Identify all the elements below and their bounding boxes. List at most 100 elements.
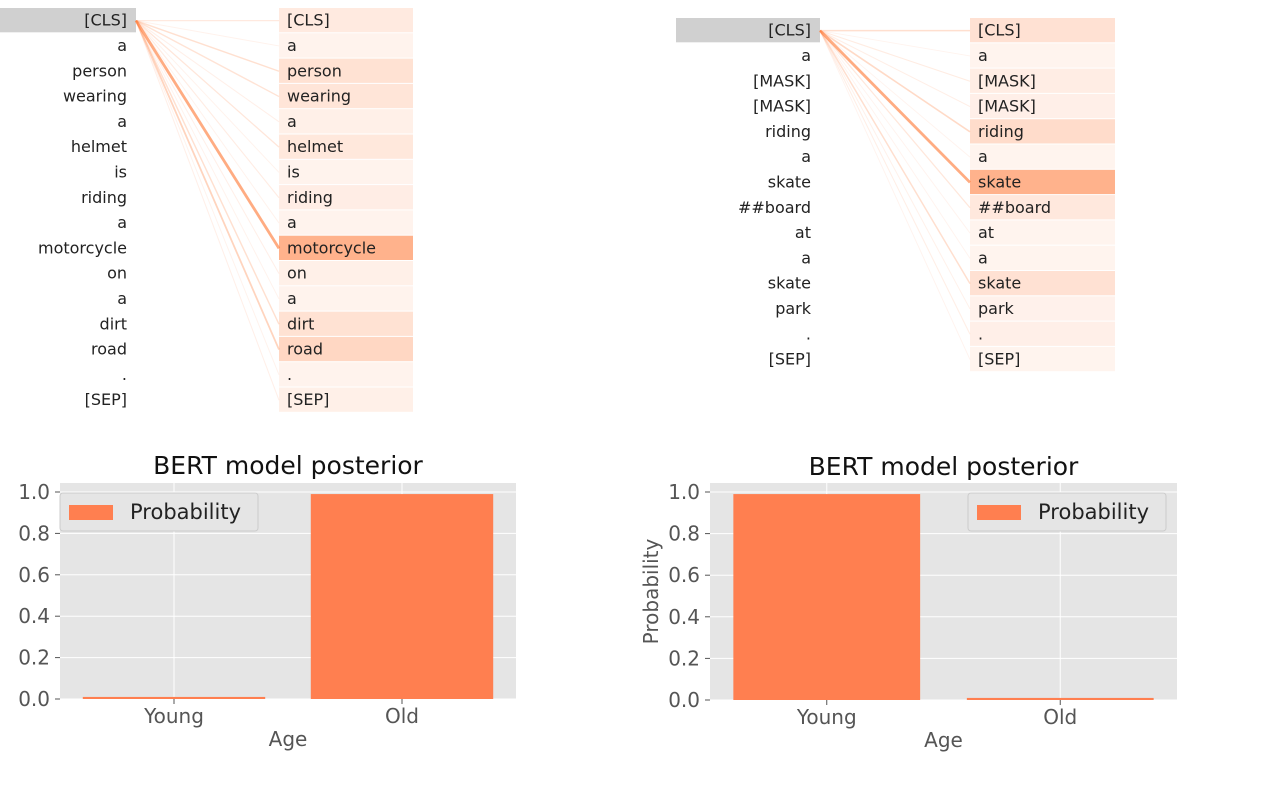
attention-target-box <box>970 271 1115 296</box>
attention-line <box>819 30 971 57</box>
attention-target-box <box>970 68 1115 93</box>
attention-target-box <box>279 311 413 336</box>
attention-target-box <box>279 387 413 412</box>
target-token: [CLS] <box>287 11 330 30</box>
target-token: person <box>287 61 342 80</box>
posterior-chart-right: 0.0 0.2 0.4 0.6 0.8 1.0 Young Old BERT model pos… <box>639 452 1177 752</box>
attention-line <box>135 20 280 98</box>
attention-line <box>135 19 280 72</box>
target-token: is <box>287 162 300 181</box>
target-token: at <box>978 223 994 242</box>
target-token: on <box>287 264 307 283</box>
attention-line <box>135 20 280 148</box>
attention-line <box>135 20 280 47</box>
y-tick-label: 0.0 <box>668 688 700 712</box>
attention-target-box <box>279 336 413 362</box>
source-token: . <box>806 324 811 343</box>
attention-target-box <box>970 346 1115 372</box>
attention-line <box>819 30 971 82</box>
target-token: a <box>978 46 988 65</box>
y-tick-label: 0.6 <box>18 563 50 587</box>
attention-target-box <box>279 109 413 134</box>
source-token: riding <box>765 122 811 141</box>
attention-line <box>135 20 280 300</box>
source-token: [MASK] <box>753 97 811 116</box>
y-axis-label: Probability <box>639 538 663 644</box>
attention-line <box>135 20 280 274</box>
attention-target-box <box>279 83 413 109</box>
chart-title: BERT model posterior <box>809 452 1079 481</box>
attention-target-box <box>970 119 1115 144</box>
attention-target-box <box>970 296 1115 321</box>
legend-swatch <box>977 505 1021 520</box>
attention-line <box>819 30 971 234</box>
target-token: ##board <box>978 198 1051 217</box>
target-token: [MASK] <box>978 97 1036 116</box>
source-token: person <box>72 61 127 80</box>
attention-line <box>135 20 280 401</box>
attention-line <box>819 30 971 108</box>
attention-target-box <box>279 235 413 260</box>
target-token: . <box>978 324 983 343</box>
target-token: . <box>287 365 292 384</box>
target-token: [SEP] <box>287 390 329 409</box>
attention-target-box <box>279 33 413 58</box>
y-tick-label: 1.0 <box>18 480 50 504</box>
source-token: a <box>801 46 811 65</box>
target-token: road <box>287 340 323 359</box>
x-axis-label: Age <box>924 728 963 752</box>
target-token: a <box>287 289 297 308</box>
target-token: dirt <box>287 314 314 333</box>
target-token: [CLS] <box>978 21 1021 40</box>
bar-young <box>733 494 921 700</box>
attention-panel-left: [CLS] [CLS] a a person person wearing wearing a a… <box>0 8 413 412</box>
source-token: [MASK] <box>753 71 811 90</box>
y-tick-label: 0.4 <box>18 604 50 628</box>
source-token: on <box>107 264 127 283</box>
attention-target-box <box>279 210 413 235</box>
source-token: ##board <box>738 198 811 217</box>
legend-box <box>59 492 259 532</box>
target-token: skate <box>978 172 1021 191</box>
attention-line <box>135 20 280 199</box>
attention-line <box>819 29 971 184</box>
x-tick-label: Young <box>796 705 857 729</box>
x-axis-label: Age <box>269 727 308 751</box>
source-token: at <box>795 223 811 242</box>
attention-target-box <box>970 43 1115 68</box>
target-token: a <box>978 248 988 267</box>
attention-target-box <box>970 321 1115 346</box>
legend-swatch <box>69 505 113 520</box>
attention-target-box <box>970 220 1115 245</box>
attention-line <box>819 30 971 335</box>
target-token: skate <box>978 274 1021 293</box>
source-token: skate <box>768 172 811 191</box>
attention-line <box>135 20 280 350</box>
source-token: park <box>775 299 812 318</box>
source-token: . <box>122 365 127 384</box>
target-token: [MASK] <box>978 71 1036 90</box>
attention-line <box>819 30 971 285</box>
y-tick-label: 1.0 <box>668 480 700 504</box>
y-tick-label: 0.0 <box>18 687 50 711</box>
attention-target-box <box>970 169 1115 195</box>
source-token: [CLS] <box>768 21 811 40</box>
attention-target-box <box>279 58 413 83</box>
legend-box <box>967 492 1167 532</box>
query-token-highlight <box>0 8 136 33</box>
attention-target-box <box>279 8 413 33</box>
attention-line <box>819 29 971 133</box>
source-token: is <box>114 162 127 181</box>
source-token: [SEP] <box>769 350 811 369</box>
attention-line <box>819 30 971 259</box>
query-token-highlight <box>676 18 820 43</box>
x-tick-label: Old <box>385 704 419 728</box>
target-token: riding <box>287 188 333 207</box>
attention-target-box <box>970 195 1115 220</box>
attention-target-box <box>279 134 413 159</box>
target-token: a <box>287 36 297 55</box>
source-token: a <box>801 248 811 267</box>
attention-target-box <box>970 93 1115 119</box>
target-token: motorcycle <box>287 238 376 257</box>
y-tick-label: 0.8 <box>668 522 700 546</box>
